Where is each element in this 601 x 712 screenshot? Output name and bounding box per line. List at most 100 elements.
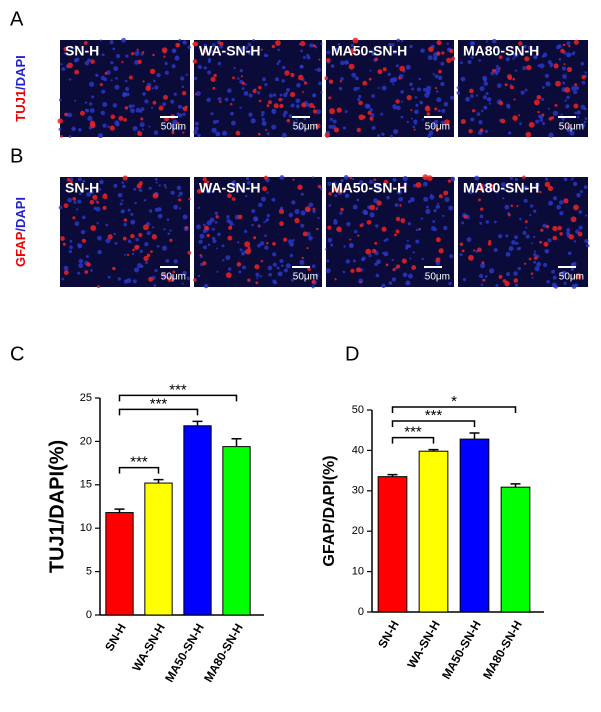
dapi-dot	[344, 193, 350, 199]
marker-dot	[461, 249, 465, 253]
dapi-dot	[551, 282, 557, 288]
dapi-dot	[407, 273, 413, 279]
significance-bracket	[391, 436, 435, 444]
marker-dot	[213, 73, 217, 78]
dapi-dot	[122, 184, 126, 189]
marker-dot	[436, 40, 442, 46]
dapi-dot	[309, 43, 314, 48]
dapi-dot	[386, 195, 390, 200]
dapi-dot	[514, 283, 519, 287]
dapi-dot	[152, 226, 155, 229]
dapi-dot	[475, 183, 478, 186]
dapi-dot	[67, 112, 73, 118]
dapi-dot	[121, 199, 124, 202]
marker-dot	[97, 285, 101, 289]
dapi-dot	[531, 276, 534, 279]
dapi-dot	[329, 117, 333, 122]
dapi-dot	[170, 190, 175, 195]
dapi-dot	[478, 59, 482, 62]
marker-dot	[359, 280, 362, 284]
dapi-dot	[231, 97, 235, 102]
marker-dot	[210, 76, 216, 82]
dapi-dot	[440, 120, 445, 126]
marker-dot	[356, 127, 361, 133]
marker-dot	[271, 44, 276, 49]
dapi-dot	[166, 218, 170, 221]
dapi-dot	[178, 38, 181, 42]
marker-dot	[247, 278, 251, 282]
dapi-dot	[194, 126, 199, 131]
dapi-dot	[88, 102, 93, 106]
dapi-dot	[255, 272, 260, 277]
dapi-dot	[448, 205, 454, 211]
dapi-dot	[534, 266, 540, 272]
marker-dot	[399, 204, 402, 207]
dapi-dot	[99, 179, 104, 185]
dapi-dot	[60, 62, 63, 66]
dapi-dot	[182, 112, 186, 116]
marker-dot	[498, 100, 504, 106]
y-axis-label: GFAP/DAPI(%)	[321, 455, 338, 566]
dapi-dot	[400, 115, 404, 119]
dapi-dot	[312, 93, 317, 98]
dapi-dot	[352, 259, 356, 263]
marker-dot	[237, 214, 243, 220]
dapi-dot	[73, 200, 77, 204]
y-tick-label: 20	[352, 525, 364, 537]
marker-dot	[518, 114, 521, 117]
marker-dot	[132, 248, 135, 252]
marker-dot	[196, 188, 202, 194]
error-bar	[114, 508, 125, 513]
dapi-dot	[125, 86, 130, 92]
dapi-dot	[138, 188, 143, 192]
marker-dot	[192, 59, 198, 64]
dapi-dot	[569, 130, 575, 136]
dapi-dot	[308, 202, 314, 208]
marker-dot	[324, 132, 330, 138]
dapi-dot	[143, 199, 147, 202]
marker-dot	[112, 266, 116, 271]
y-tick-label: 10	[80, 522, 92, 534]
dapi-dot	[406, 239, 409, 242]
dapi-dot	[195, 91, 201, 96]
marker-dot	[265, 128, 268, 131]
dapi-dot	[272, 262, 277, 267]
image-label: MA50-SN-H	[331, 42, 407, 58]
dapi-dot	[414, 109, 419, 115]
dapi-dot	[132, 126, 138, 131]
dapi-dot	[438, 109, 441, 112]
dapi-dot	[484, 129, 489, 134]
error-bar	[428, 448, 439, 452]
marker-dot	[438, 248, 444, 254]
marker-dot	[138, 232, 143, 238]
marker-dot	[438, 69, 442, 74]
marker-dot	[297, 74, 304, 81]
dapi-dot	[412, 125, 416, 129]
dapi-dot	[279, 175, 285, 180]
dapi-dot	[271, 124, 277, 130]
dapi-dot	[112, 103, 118, 108]
marker-dot	[333, 127, 340, 133]
dapi-dot	[120, 209, 125, 214]
dapi-dot	[130, 219, 136, 225]
marker-dot	[524, 220, 528, 224]
marker-dot	[530, 272, 534, 275]
dapi-dot	[542, 262, 548, 268]
dapi-dot	[392, 77, 398, 83]
marker-dot	[399, 65, 405, 72]
dapi-dot	[259, 241, 265, 246]
dapi-dot	[271, 197, 276, 202]
dapi-dot	[163, 183, 167, 187]
marker-dot	[534, 102, 538, 105]
marker-dot	[258, 99, 262, 103]
marker-dot	[560, 48, 565, 54]
marker-dot	[194, 93, 197, 96]
dapi-dot	[58, 205, 63, 210]
dapi-dot	[557, 43, 562, 49]
dapi-dot	[549, 62, 554, 67]
marker-dot	[374, 57, 379, 61]
dapi-dot	[505, 234, 509, 238]
marker-dot	[69, 180, 73, 184]
dapi-dot	[203, 283, 209, 289]
dapi-dot	[429, 194, 435, 200]
